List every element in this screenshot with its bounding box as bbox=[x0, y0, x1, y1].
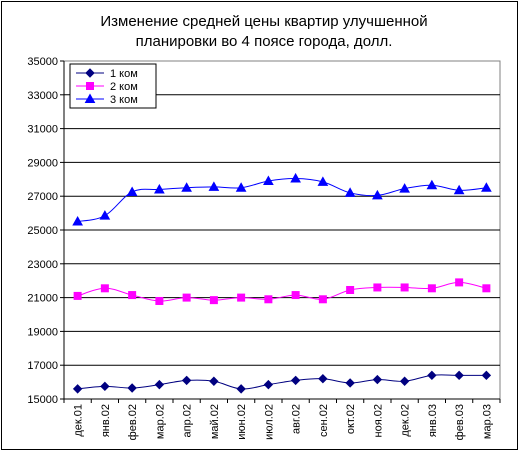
x-tick-label: мар.02 bbox=[154, 404, 166, 439]
data-point-square bbox=[455, 278, 464, 287]
data-point-triangle bbox=[72, 216, 83, 226]
data-point-square bbox=[182, 293, 191, 302]
legend-label: 1 ком bbox=[110, 68, 138, 80]
x-tick-label: авг.02 bbox=[291, 404, 303, 434]
x-tick-label: янв.02 bbox=[100, 404, 112, 437]
data-point-diamond bbox=[399, 376, 410, 386]
x-tick-label: июл.02 bbox=[263, 404, 275, 440]
y-tick-label: 25000 bbox=[27, 225, 58, 237]
data-point-triangle bbox=[154, 183, 165, 194]
x-tick-label: апр.02 bbox=[182, 404, 194, 437]
x-tick-label: июн.02 bbox=[236, 404, 248, 440]
data-point-diamond bbox=[345, 378, 355, 388]
series-markers bbox=[72, 172, 492, 394]
x-tick-label: май.02 bbox=[209, 404, 221, 439]
data-point-triangle bbox=[344, 187, 356, 197]
data-point-triangle bbox=[208, 181, 220, 191]
data-point-diamond bbox=[85, 68, 95, 78]
data-point-diamond bbox=[181, 375, 192, 386]
series-lines bbox=[77, 177, 487, 390]
data-point-square bbox=[291, 291, 300, 300]
legend-label: 3 ком bbox=[110, 94, 138, 106]
data-point-triangle bbox=[235, 182, 247, 192]
y-axis-ticks: 35000 33000 31000 29000 27000 25000 23000 21000… bbox=[27, 56, 64, 406]
data-point-triangle bbox=[399, 183, 410, 193]
data-point-diamond bbox=[209, 376, 219, 386]
chart-title-line-2: планировки во 4 поясе города, долл. bbox=[136, 33, 393, 50]
data-point-triangle bbox=[84, 93, 96, 103]
y-tick-label: 33000 bbox=[27, 90, 58, 102]
gridlines bbox=[63, 60, 501, 400]
data-point-diamond bbox=[427, 370, 437, 381]
y-tick-label: 17000 bbox=[27, 360, 58, 372]
data-point-square bbox=[100, 284, 109, 293]
data-point-diamond bbox=[127, 383, 137, 393]
series-line bbox=[77, 374, 487, 390]
x-tick-label: мар.03 bbox=[481, 404, 493, 439]
data-point-triangle bbox=[453, 184, 465, 195]
data-point-square bbox=[155, 296, 164, 305]
data-point-triangle bbox=[481, 182, 492, 192]
data-point-diamond bbox=[154, 379, 165, 390]
data-point-square bbox=[318, 295, 327, 304]
data-point-triangle bbox=[99, 210, 111, 220]
y-tick-label: 15000 bbox=[27, 394, 58, 406]
y-tick-label: 23000 bbox=[27, 259, 58, 271]
x-tick-label: дек.01 bbox=[73, 404, 85, 437]
data-point-triangle bbox=[290, 172, 301, 183]
data-point-diamond bbox=[290, 375, 301, 386]
data-point-square bbox=[86, 82, 94, 90]
data-point-square bbox=[209, 296, 218, 305]
data-point-diamond bbox=[454, 370, 464, 381]
x-tick-label: сен.02 bbox=[318, 404, 330, 437]
data-point-triangle bbox=[317, 176, 329, 186]
y-tick-label: 27000 bbox=[27, 191, 58, 203]
x-tick-label: окт.02 bbox=[345, 404, 357, 434]
y-tick-label: 29000 bbox=[27, 157, 58, 169]
data-point-triangle bbox=[181, 182, 192, 192]
data-point-diamond bbox=[236, 384, 246, 394]
data-point-square bbox=[128, 291, 137, 300]
y-tick-label: 19000 bbox=[27, 326, 58, 338]
data-point-diamond bbox=[372, 374, 383, 385]
data-point-diamond bbox=[318, 374, 328, 384]
data-point-square bbox=[264, 295, 273, 304]
data-point-diamond bbox=[263, 379, 274, 390]
data-point-triangle bbox=[426, 179, 438, 190]
data-point-square bbox=[373, 283, 382, 292]
y-tick-label: 35000 bbox=[27, 56, 58, 68]
x-tick-label: янв.03 bbox=[427, 404, 439, 437]
x-axis-ticks: дек.01 янв.02 фев.02 мар.02 апр.02 май.02 июн.… bbox=[63, 399, 501, 440]
chart-title-line-1: Изменение средней цены квартир улучшенно… bbox=[100, 13, 427, 30]
data-point-triangle bbox=[372, 189, 383, 200]
y-tick-label: 31000 bbox=[27, 124, 58, 136]
data-point-square bbox=[73, 291, 82, 300]
data-point-square bbox=[346, 285, 355, 294]
data-point-square bbox=[427, 284, 436, 293]
x-tick-label: ноя.02 bbox=[372, 404, 384, 437]
x-tick-label: фев.02 bbox=[127, 404, 139, 440]
series-line bbox=[77, 281, 487, 302]
series-line bbox=[77, 177, 487, 223]
legend-label: 2 ком bbox=[110, 81, 138, 93]
data-point-square bbox=[237, 293, 246, 302]
data-point-diamond bbox=[100, 381, 110, 392]
data-point-square bbox=[482, 284, 491, 293]
y-tick-label: 21000 bbox=[27, 293, 58, 305]
x-tick-label: дек.02 bbox=[400, 404, 412, 437]
data-point-triangle bbox=[263, 175, 274, 185]
data-point-diamond bbox=[481, 370, 492, 381]
data-point-square bbox=[400, 283, 409, 292]
x-tick-label: фев.03 bbox=[454, 404, 466, 440]
data-point-triangle bbox=[126, 186, 138, 196]
data-point-diamond bbox=[72, 384, 83, 394]
